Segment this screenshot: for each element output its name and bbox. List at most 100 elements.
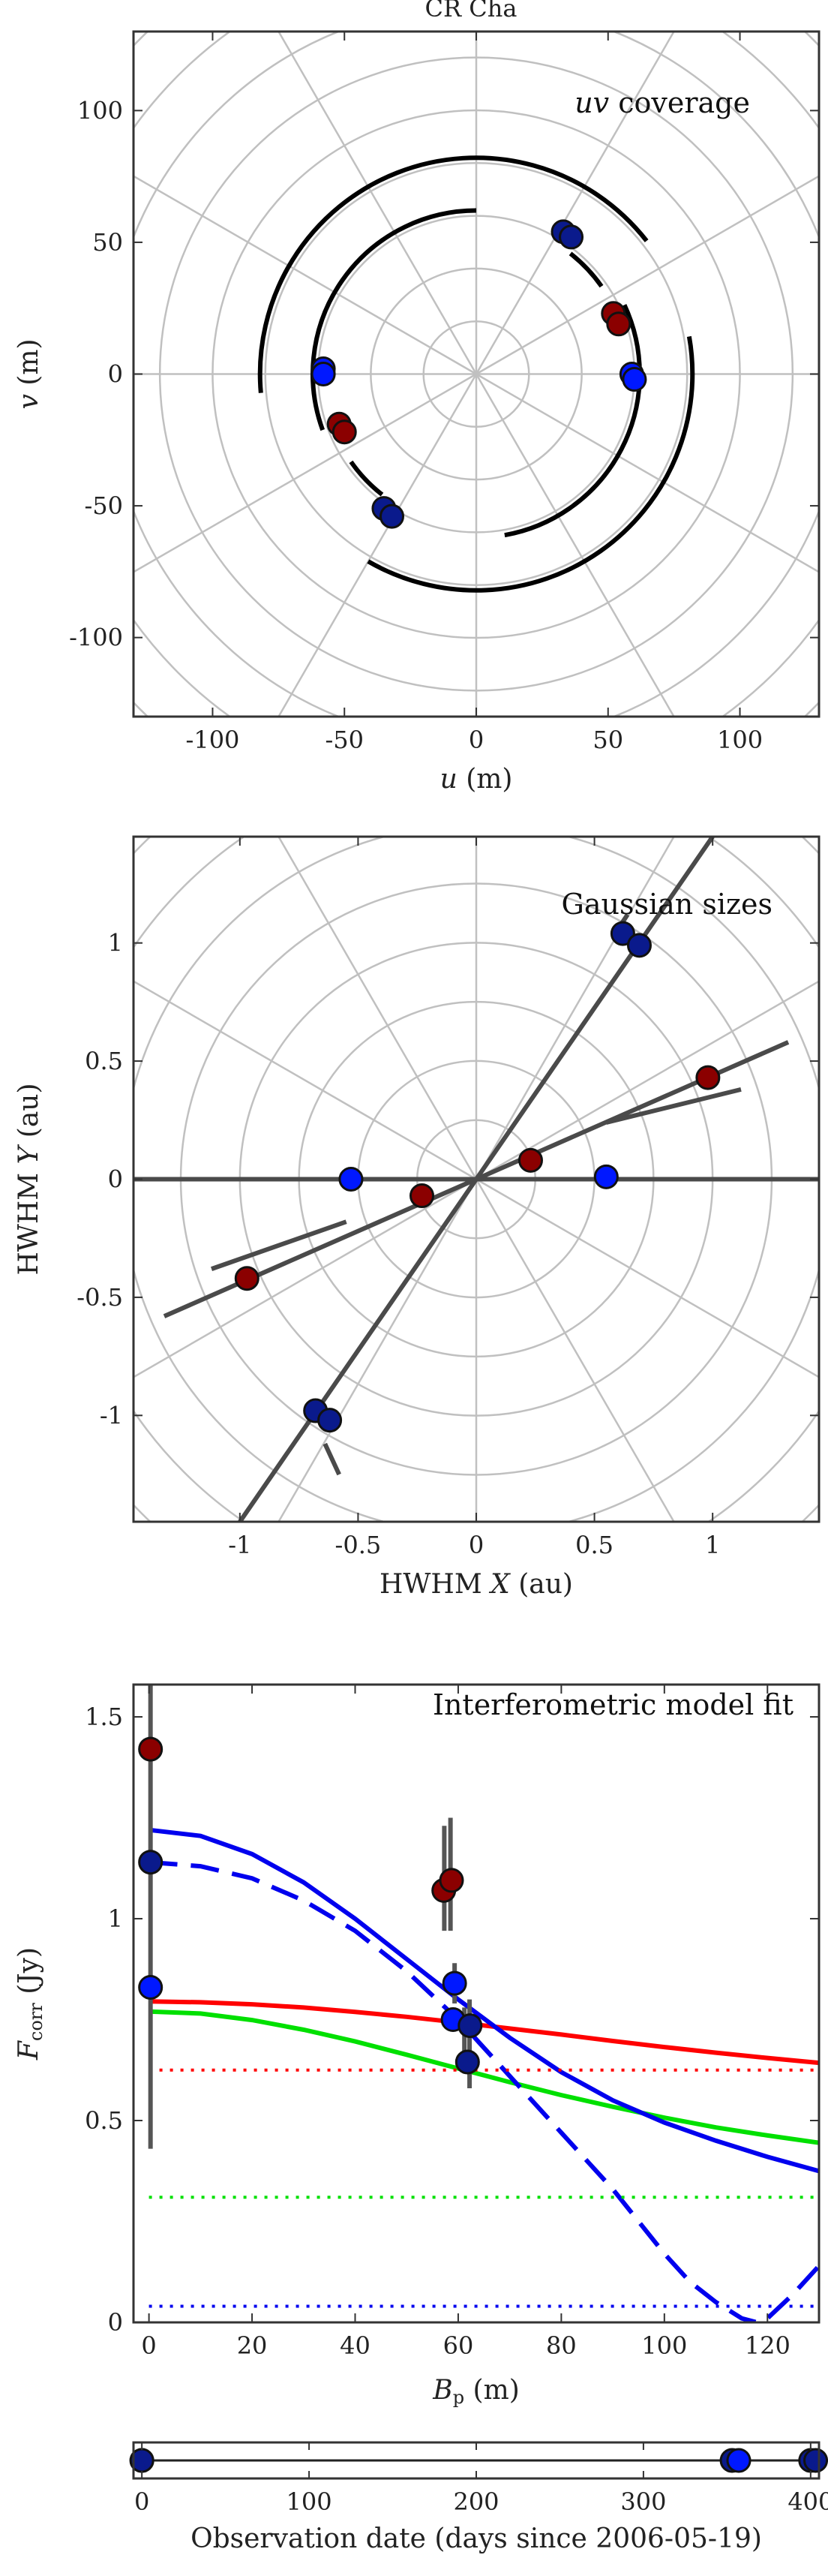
x-axis-label: Bp (m) [432, 2375, 520, 2408]
size-point [410, 1183, 435, 1209]
y-tick-label: -50 [84, 491, 123, 520]
y-tick-label: 1 [108, 929, 123, 957]
uv-point [380, 503, 405, 529]
grid-circle [134, 32, 819, 717]
x-axis-label: u (m) [440, 764, 513, 795]
x-tick-label: 0 [469, 1531, 484, 1559]
fit-series [148, 1827, 819, 2322]
model-curve [148, 1827, 819, 2174]
grid-spoke [475, 837, 676, 1180]
flux-point [454, 2049, 480, 2075]
grid-spoke [476, 980, 819, 1180]
uv-point [332, 419, 357, 445]
polar-grid [134, 32, 819, 717]
x-tick-label: 0 [134, 2487, 149, 2516]
observation-dates-plot: 0 100 200 300 400 Observation date (days sinc… [129, 2441, 828, 2554]
y-tick-label: 100 [77, 96, 123, 125]
uv-track [257, 155, 649, 393]
error-bars [148, 1685, 472, 2149]
grid-spoke [476, 175, 819, 375]
axes-frame [132, 835, 820, 1523]
x-tick-label: 200 [453, 2487, 499, 2516]
x-tick-label: -1 [228, 1531, 251, 1559]
grid-spoke [476, 373, 819, 573]
x-tick-label: -0.5 [335, 1531, 382, 1559]
x-tick-label: 0.5 [575, 1531, 614, 1559]
x-tick-label: 0 [141, 2331, 156, 2360]
x-tick-label: 300 [620, 2487, 666, 2516]
y-tick-label: 0 [108, 2308, 123, 2337]
grid-spoke [476, 1178, 819, 1378]
fit-annotation: Interferometric model fit [433, 1688, 794, 1721]
uv-point [559, 224, 584, 250]
orientation-line [322, 1442, 341, 1476]
y-tick-label: 50 [92, 228, 123, 257]
grid-circle [134, 32, 819, 717]
grid-spoke [277, 373, 478, 717]
flux-point [439, 1868, 464, 1893]
size-point [593, 1164, 619, 1189]
uv-point [622, 367, 647, 392]
x-tick-label: 120 [745, 2331, 790, 2360]
y-tick-label: 1 [108, 1904, 123, 1933]
y-tick-label: -0.5 [76, 1283, 123, 1312]
size-point [610, 921, 635, 946]
y-axis-label: Fcorr (Jy) [14, 1947, 46, 2060]
y-axis-label: HWHM Y (au) [14, 1083, 44, 1275]
model-curve [148, 1999, 819, 2066]
date-point [726, 2448, 752, 2473]
flux-point [138, 1974, 164, 2000]
y-tick-label: -100 [69, 624, 123, 652]
flux-point [138, 1736, 164, 1762]
sizes-annotation: Gaussian sizes [561, 888, 772, 921]
x-tick-label: 20 [237, 2331, 268, 2360]
grid-spoke [134, 1178, 477, 1378]
uv-track [568, 251, 604, 288]
uv-track [367, 335, 695, 593]
y-tick-label: 0 [108, 1165, 123, 1194]
x-tick-label: 100 [286, 2487, 332, 2516]
x-tick-label: 1 [705, 1531, 720, 1559]
y-tick-label: -1 [100, 1401, 123, 1429]
y-axis-label: v (m) [14, 338, 44, 409]
grid-spoke [475, 373, 676, 717]
orientation-line [163, 1040, 790, 1318]
model-curve [148, 1859, 819, 2322]
y-tick-label: 0.5 [85, 2106, 123, 2135]
uv-track [310, 208, 477, 431]
x-tick-label: 50 [592, 726, 623, 754]
x-tick-label: 80 [546, 2331, 577, 2360]
uv-tracks [257, 155, 695, 593]
grid-spoke [134, 175, 477, 375]
uv-coverage-plot: uv coverage -100 -50 0 50 100 -100 -50 0 50 100 u (… [14, 30, 820, 795]
axes-frame [132, 2441, 820, 2480]
x-tick-label: 400 [788, 2487, 828, 2516]
grid-spoke [134, 373, 477, 573]
model-fit-plot: Interferometric model fit 0 20 40 60 80 100 120… [14, 1683, 820, 2408]
y-tick-label: 0.5 [85, 1047, 123, 1075]
uv-track [349, 460, 384, 497]
y-tick-label: 0 [108, 360, 123, 389]
orientation-line [211, 1219, 347, 1271]
grid-spoke [277, 837, 478, 1180]
size-point [234, 1266, 260, 1291]
size-point [518, 1147, 543, 1173]
x-tick-label: 100 [717, 726, 763, 754]
grid-spoke [277, 32, 478, 375]
x-tick-label: 100 [641, 2331, 687, 2360]
size-point [317, 1408, 343, 1433]
x-tick-label: -100 [186, 726, 240, 754]
orientation-line [605, 1087, 742, 1125]
x-tick-label: 40 [340, 2331, 370, 2360]
grid-spoke [475, 32, 676, 375]
size-point [626, 933, 652, 958]
grid-spoke [277, 1178, 478, 1522]
uv-point [606, 311, 632, 337]
axes-frame [132, 1683, 820, 2324]
flux-point [138, 1850, 164, 1875]
x-tick-label: 0 [469, 726, 484, 754]
y-tick-label: 1.5 [85, 1703, 123, 1731]
